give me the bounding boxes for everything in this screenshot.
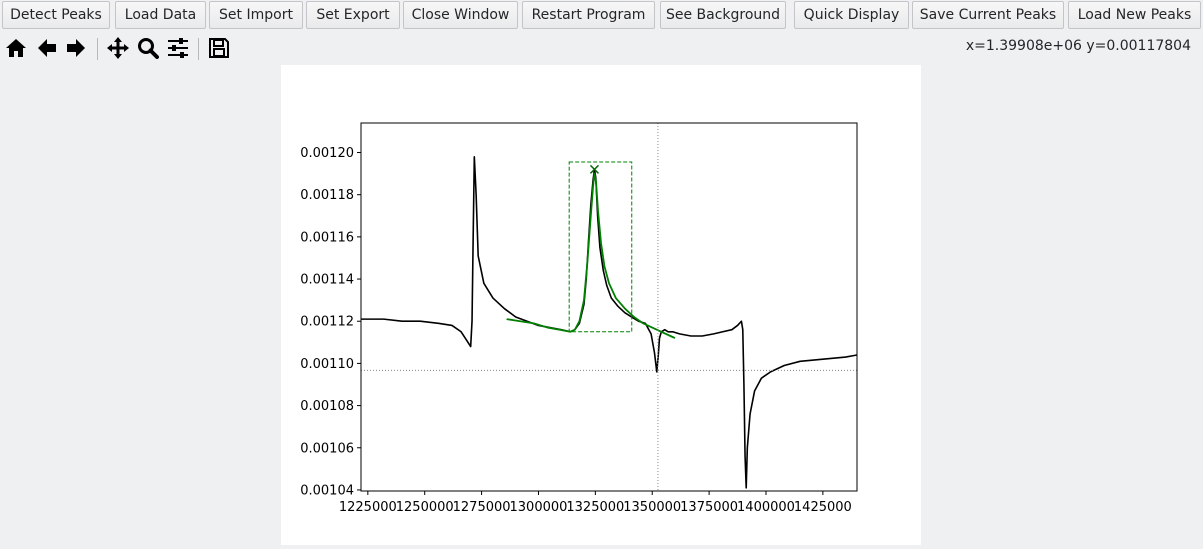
- x-tick-label: 1400000: [737, 500, 795, 515]
- cursor-coordinates-readout: x=1.39908e+06 y=0.00117804: [965, 38, 1191, 54]
- x-tick-label: 1425000: [794, 500, 852, 515]
- data-series-line: [361, 155, 857, 489]
- home-tool-button[interactable]: [3, 35, 29, 61]
- x-tick-label: 1300000: [510, 500, 568, 515]
- pan-icon: [107, 37, 129, 59]
- see-background-button[interactable]: See Background: [660, 1, 786, 29]
- toolbar-separator: [198, 38, 199, 60]
- save-tool-button[interactable]: [206, 35, 232, 61]
- y-tick-label: 0.00104: [300, 483, 354, 498]
- configure-subplots-tool-button[interactable]: [165, 35, 191, 61]
- zoom-tool-button[interactable]: [135, 35, 161, 61]
- x-tick-label: 1275000: [453, 500, 511, 515]
- forward-arrow-tool-button[interactable]: [63, 35, 89, 61]
- y-tick-label: 0.00114: [300, 273, 354, 288]
- set-import-button[interactable]: Set Import: [209, 1, 303, 29]
- x-tick-label: 1350000: [623, 500, 681, 515]
- y-tick-label: 0.00110: [300, 357, 354, 372]
- y-tick-label: 0.00108: [300, 399, 354, 414]
- navigation-toolbar: [0, 33, 1203, 63]
- y-tick-label: 0.00112: [300, 315, 354, 330]
- peak-marker: [589, 164, 599, 174]
- y-tick-label: 0.00118: [300, 188, 354, 203]
- configure-subplots-icon: [168, 38, 188, 58]
- save-icon: [209, 38, 229, 58]
- toolbar-separator: [97, 38, 98, 60]
- set-export-button[interactable]: Set Export: [306, 1, 400, 29]
- close-window-button[interactable]: Close Window: [403, 1, 518, 29]
- y-tick-label: 0.00116: [300, 230, 354, 245]
- restart-program-button[interactable]: Restart Program: [522, 1, 655, 29]
- quick-display-button[interactable]: Quick Display: [794, 1, 909, 29]
- y-tick-label: 0.00120: [300, 146, 354, 161]
- axes-frame: [360, 122, 858, 492]
- forward-arrow-icon: [67, 39, 85, 57]
- x-tick-label: 1325000: [566, 500, 624, 515]
- load-new-peaks-button[interactable]: Load New Peaks: [1068, 1, 1201, 29]
- plot-svg[interactable]: 1225000125000012750001300000132500013500…: [281, 65, 921, 545]
- y-tick-label: 0.00106: [300, 441, 354, 456]
- detect-peaks-button[interactable]: Detect Peaks: [2, 1, 110, 29]
- home-icon: [6, 39, 26, 57]
- zoom-icon: [138, 38, 159, 59]
- x-tick-label: 1375000: [680, 500, 738, 515]
- command-button-bar: Detect Peaks Load Data Set Import Set Expor…: [0, 0, 1203, 32]
- figure-canvas[interactable]: 1225000 1250000 1275000 1300000 1325000 13500…: [281, 65, 921, 545]
- fit-series-line: [506, 172, 676, 339]
- back-arrow-tool-button[interactable]: [34, 35, 60, 61]
- x-tick-label: 1250000: [396, 500, 454, 515]
- load-data-button[interactable]: Load Data: [115, 1, 206, 29]
- pan-tool-button[interactable]: [105, 35, 131, 61]
- save-current-peaks-button[interactable]: Save Current Peaks: [912, 1, 1064, 29]
- peak-selection-box: [568, 161, 633, 333]
- back-arrow-icon: [38, 39, 56, 57]
- x-tick-label: 1225000: [339, 500, 397, 515]
